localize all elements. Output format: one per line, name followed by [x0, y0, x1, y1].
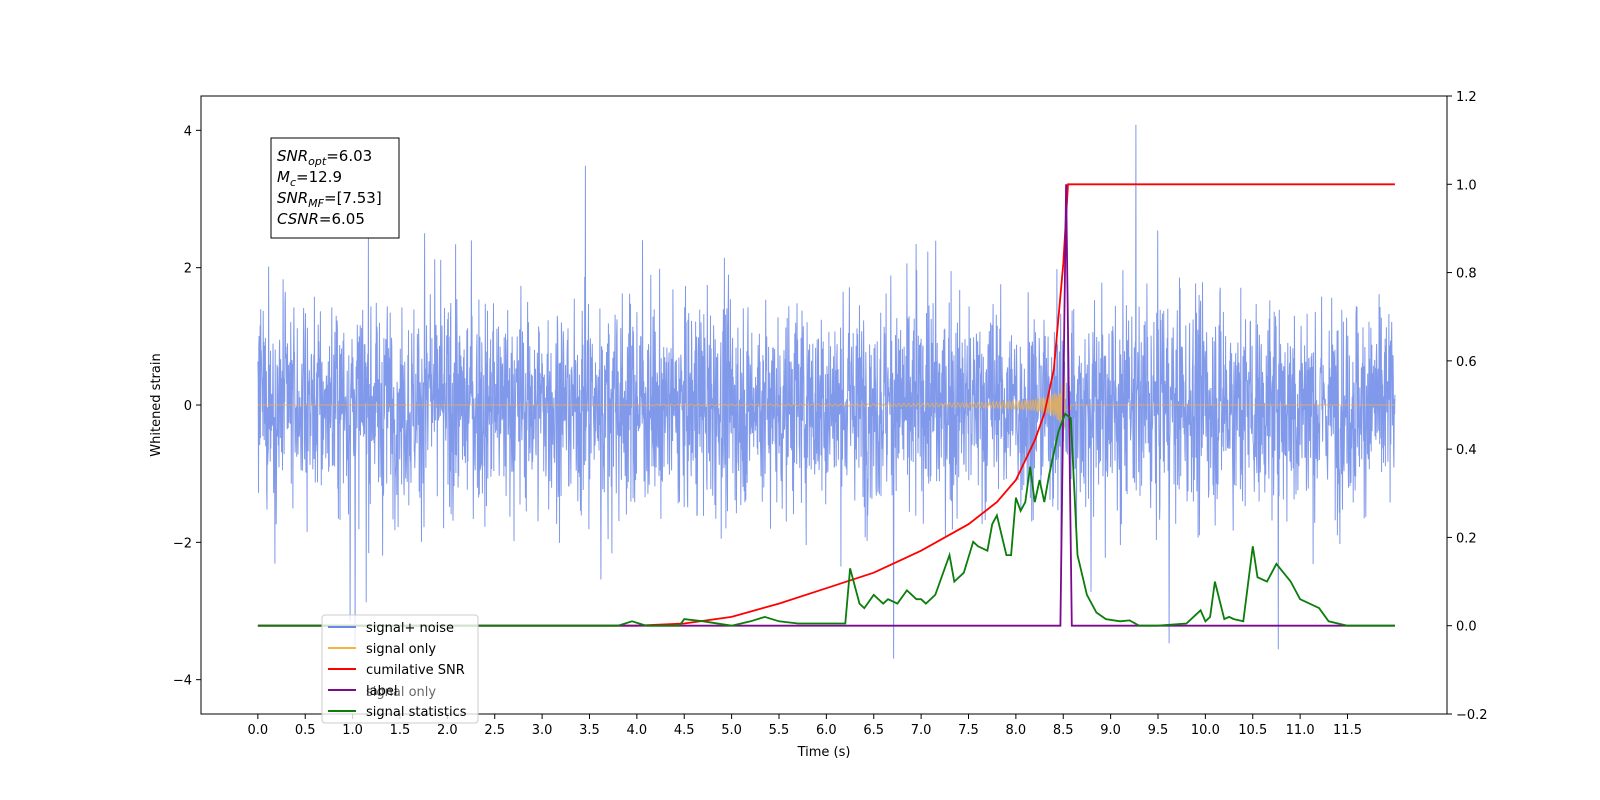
- y2-tick-label: 0.6: [1456, 355, 1477, 370]
- legend-label: signal only: [366, 642, 436, 657]
- x-tick-label: 5.5: [769, 723, 790, 738]
- signal-noise-series: [257, 124, 1396, 659]
- annotation-frame: [270, 137, 400, 239]
- x-tick-label: 6.5: [863, 723, 884, 738]
- y-tick-label: 0: [184, 399, 192, 414]
- y2-tick-label: −0.2: [1456, 708, 1488, 723]
- x-tick-label: 1.0: [342, 723, 363, 738]
- y2-tick-label: 1.0: [1456, 178, 1477, 193]
- legend-label: label: [366, 684, 397, 699]
- signal-noise-line: [257, 124, 1396, 659]
- x-tick-label: 8.0: [1006, 723, 1027, 738]
- y-tick-label: −2: [173, 536, 192, 551]
- y-axis-label: Whitened strain: [149, 353, 164, 456]
- legend-ghost-text: signal only: [366, 685, 436, 700]
- x-tick-label: 8.5: [1053, 723, 1074, 738]
- annotation-line: CSNR=6.05: [277, 210, 365, 228]
- x-tick-label: 2.0: [437, 723, 458, 738]
- label-line: [257, 184, 1395, 627]
- cumilative-snr-line: [257, 183, 1395, 627]
- x-tick-label: 2.5: [484, 723, 505, 738]
- x-tick-label: 11.0: [1286, 723, 1315, 738]
- y-axis-left: −4 −2 0 2 4: [173, 124, 201, 689]
- x-axis: 0.0 0.5 1.0 1.5 2.0 2.5 3.0 3.5 4.0 4.5 5.0 5.5 6.0 6…: [248, 714, 1362, 738]
- x-tick-label: 3.5: [579, 723, 600, 738]
- y2-tick-label: 0.0: [1456, 620, 1477, 635]
- annotation-line: SNRopt=6.03: [277, 147, 372, 168]
- x-tick-label: 6.0: [816, 723, 837, 738]
- x-tick-label: 7.5: [958, 723, 979, 738]
- legend-label: cumilative SNR: [366, 663, 465, 678]
- x-tick-label: 0.5: [295, 723, 316, 738]
- x-tick-label: 9.0: [1100, 723, 1121, 738]
- x-tick-label: 10.5: [1238, 723, 1267, 738]
- x-tick-label: 3.0: [532, 723, 553, 738]
- signal-only-line: [257, 375, 1395, 430]
- x-tick-label: 0.0: [248, 723, 269, 738]
- x-tick-label: 4.5: [674, 723, 695, 738]
- y2-tick-label: 0.2: [1456, 531, 1477, 546]
- signal-statistics-line: [257, 412, 1395, 627]
- y2-tick-label: 0.4: [1456, 443, 1477, 458]
- x-tick-label: 1.5: [390, 723, 411, 738]
- y2-tick-label: 1.2: [1456, 90, 1477, 105]
- y-tick-label: 2: [184, 262, 192, 277]
- annotation-line: SNRMF=[7.53]: [277, 189, 382, 210]
- x-tick-label: 10.0: [1191, 723, 1220, 738]
- y2-tick-label: 0.8: [1456, 267, 1477, 282]
- x-tick-label: 9.5: [1148, 723, 1169, 738]
- x-axis-label: Time (s): [797, 745, 851, 760]
- y-tick-label: 4: [184, 124, 192, 139]
- x-tick-label: 7.0: [911, 723, 932, 738]
- x-tick-label: 5.0: [721, 723, 742, 738]
- legend-label: signal statistics: [366, 705, 467, 720]
- x-tick-label: 4.0: [627, 723, 648, 738]
- legend: signal only signal+ noise signal only cumil…: [321, 614, 479, 724]
- annotation-line: Mc=12.9: [277, 168, 342, 189]
- y-axis-right: −0.2 0.0 0.2 0.4 0.6 0.8 1.0 1.2: [1447, 90, 1488, 723]
- legend-label: signal+ noise: [366, 621, 454, 636]
- right-axis-series: [257, 183, 1395, 627]
- x-tick-label: 11.5: [1333, 723, 1362, 738]
- y-tick-label: −4: [173, 674, 192, 689]
- legend-frame: [321, 614, 479, 724]
- signal-only-series: [257, 375, 1395, 430]
